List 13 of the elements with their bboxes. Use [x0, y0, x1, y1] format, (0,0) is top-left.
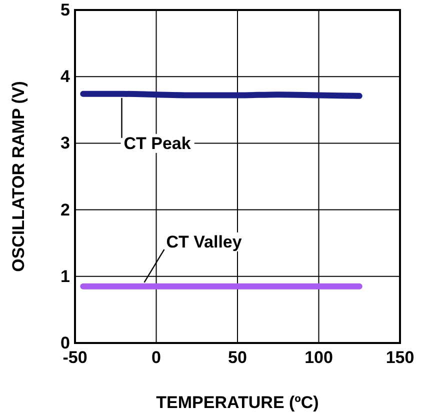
y-tick-label: 3: [60, 134, 70, 153]
x-tick-label: 150: [386, 348, 414, 368]
y-tick-label: 4: [60, 67, 71, 86]
text: CT Valley: [166, 232, 242, 252]
x-tick-label: 50: [228, 348, 247, 368]
text: CT Peak: [124, 134, 192, 153]
y-tick-label: 2: [60, 200, 70, 220]
x-axis-title: TEMPERATURE (ºC): [156, 393, 319, 412]
y-tick-label: 5: [60, 0, 70, 20]
x-tick-label: 0: [152, 348, 161, 368]
y-axis-title: OSCILLATOR RAMP (V): [9, 81, 28, 272]
y-tick-label: 1: [60, 266, 70, 286]
x-tick-label: 100: [304, 348, 333, 368]
